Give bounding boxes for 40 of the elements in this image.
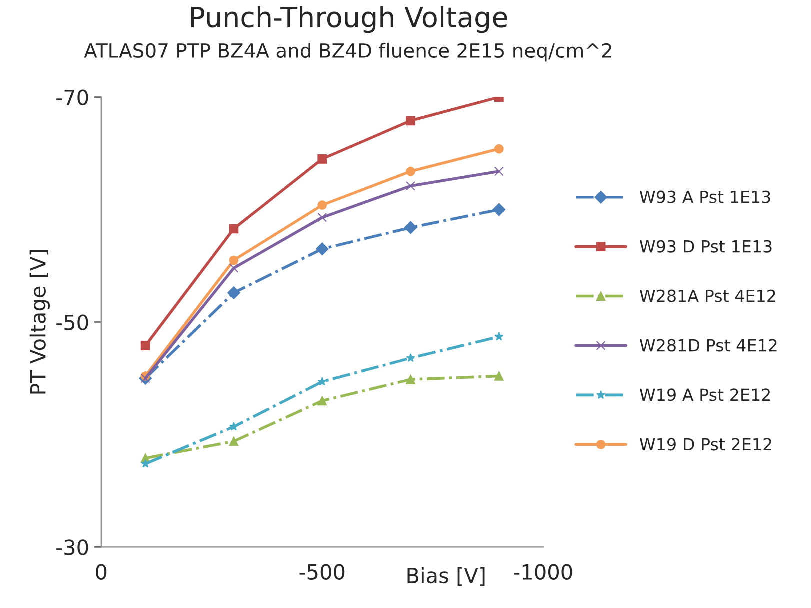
y-tick-label: -70 xyxy=(56,90,88,106)
point xyxy=(494,332,504,341)
point xyxy=(494,166,504,176)
point xyxy=(318,154,328,164)
point xyxy=(406,181,416,191)
point xyxy=(229,264,239,273)
point xyxy=(406,166,416,176)
legend-label: W281A Pst 4E12 xyxy=(640,290,776,302)
point xyxy=(406,354,416,362)
point xyxy=(492,203,506,216)
legend-label: W93 A Pst 1E13 xyxy=(640,190,770,204)
point xyxy=(140,341,150,351)
point xyxy=(406,116,416,126)
legend-label: W19 D Pst 2E12 xyxy=(640,438,772,451)
point xyxy=(229,436,239,446)
chart-title: Punch-Through Voltage xyxy=(191,6,508,34)
legend-label: W281D Pst 4E12 xyxy=(640,339,777,352)
y-tick-label: -30 xyxy=(56,540,88,556)
x-tick-label: -1000 xyxy=(514,564,572,580)
x-tick-label: 0 xyxy=(96,564,107,580)
point xyxy=(229,256,239,266)
point xyxy=(494,372,504,381)
point xyxy=(318,377,327,386)
chart-subtitle: ATLAS07 PTP BZ4A and BZ4D fluence 2E15 neq/cm^2 xyxy=(84,42,612,62)
point xyxy=(404,221,418,234)
point xyxy=(318,396,328,406)
point xyxy=(229,422,238,431)
x-axis-title: Bias [V] xyxy=(408,567,485,586)
point xyxy=(229,224,239,234)
point xyxy=(318,200,328,210)
point xyxy=(228,286,240,300)
y-tick-label: -50 xyxy=(56,314,88,330)
legend-label: W19 A Pst 2E12 xyxy=(640,388,770,402)
legend-label: W93 D Pst 1E13 xyxy=(640,240,772,253)
point xyxy=(316,242,329,256)
point xyxy=(406,374,416,384)
y-axis-title: PT Voltage [V] xyxy=(30,250,50,394)
point xyxy=(318,212,328,222)
x-tick-label: -500 xyxy=(300,564,345,580)
point xyxy=(494,144,504,154)
